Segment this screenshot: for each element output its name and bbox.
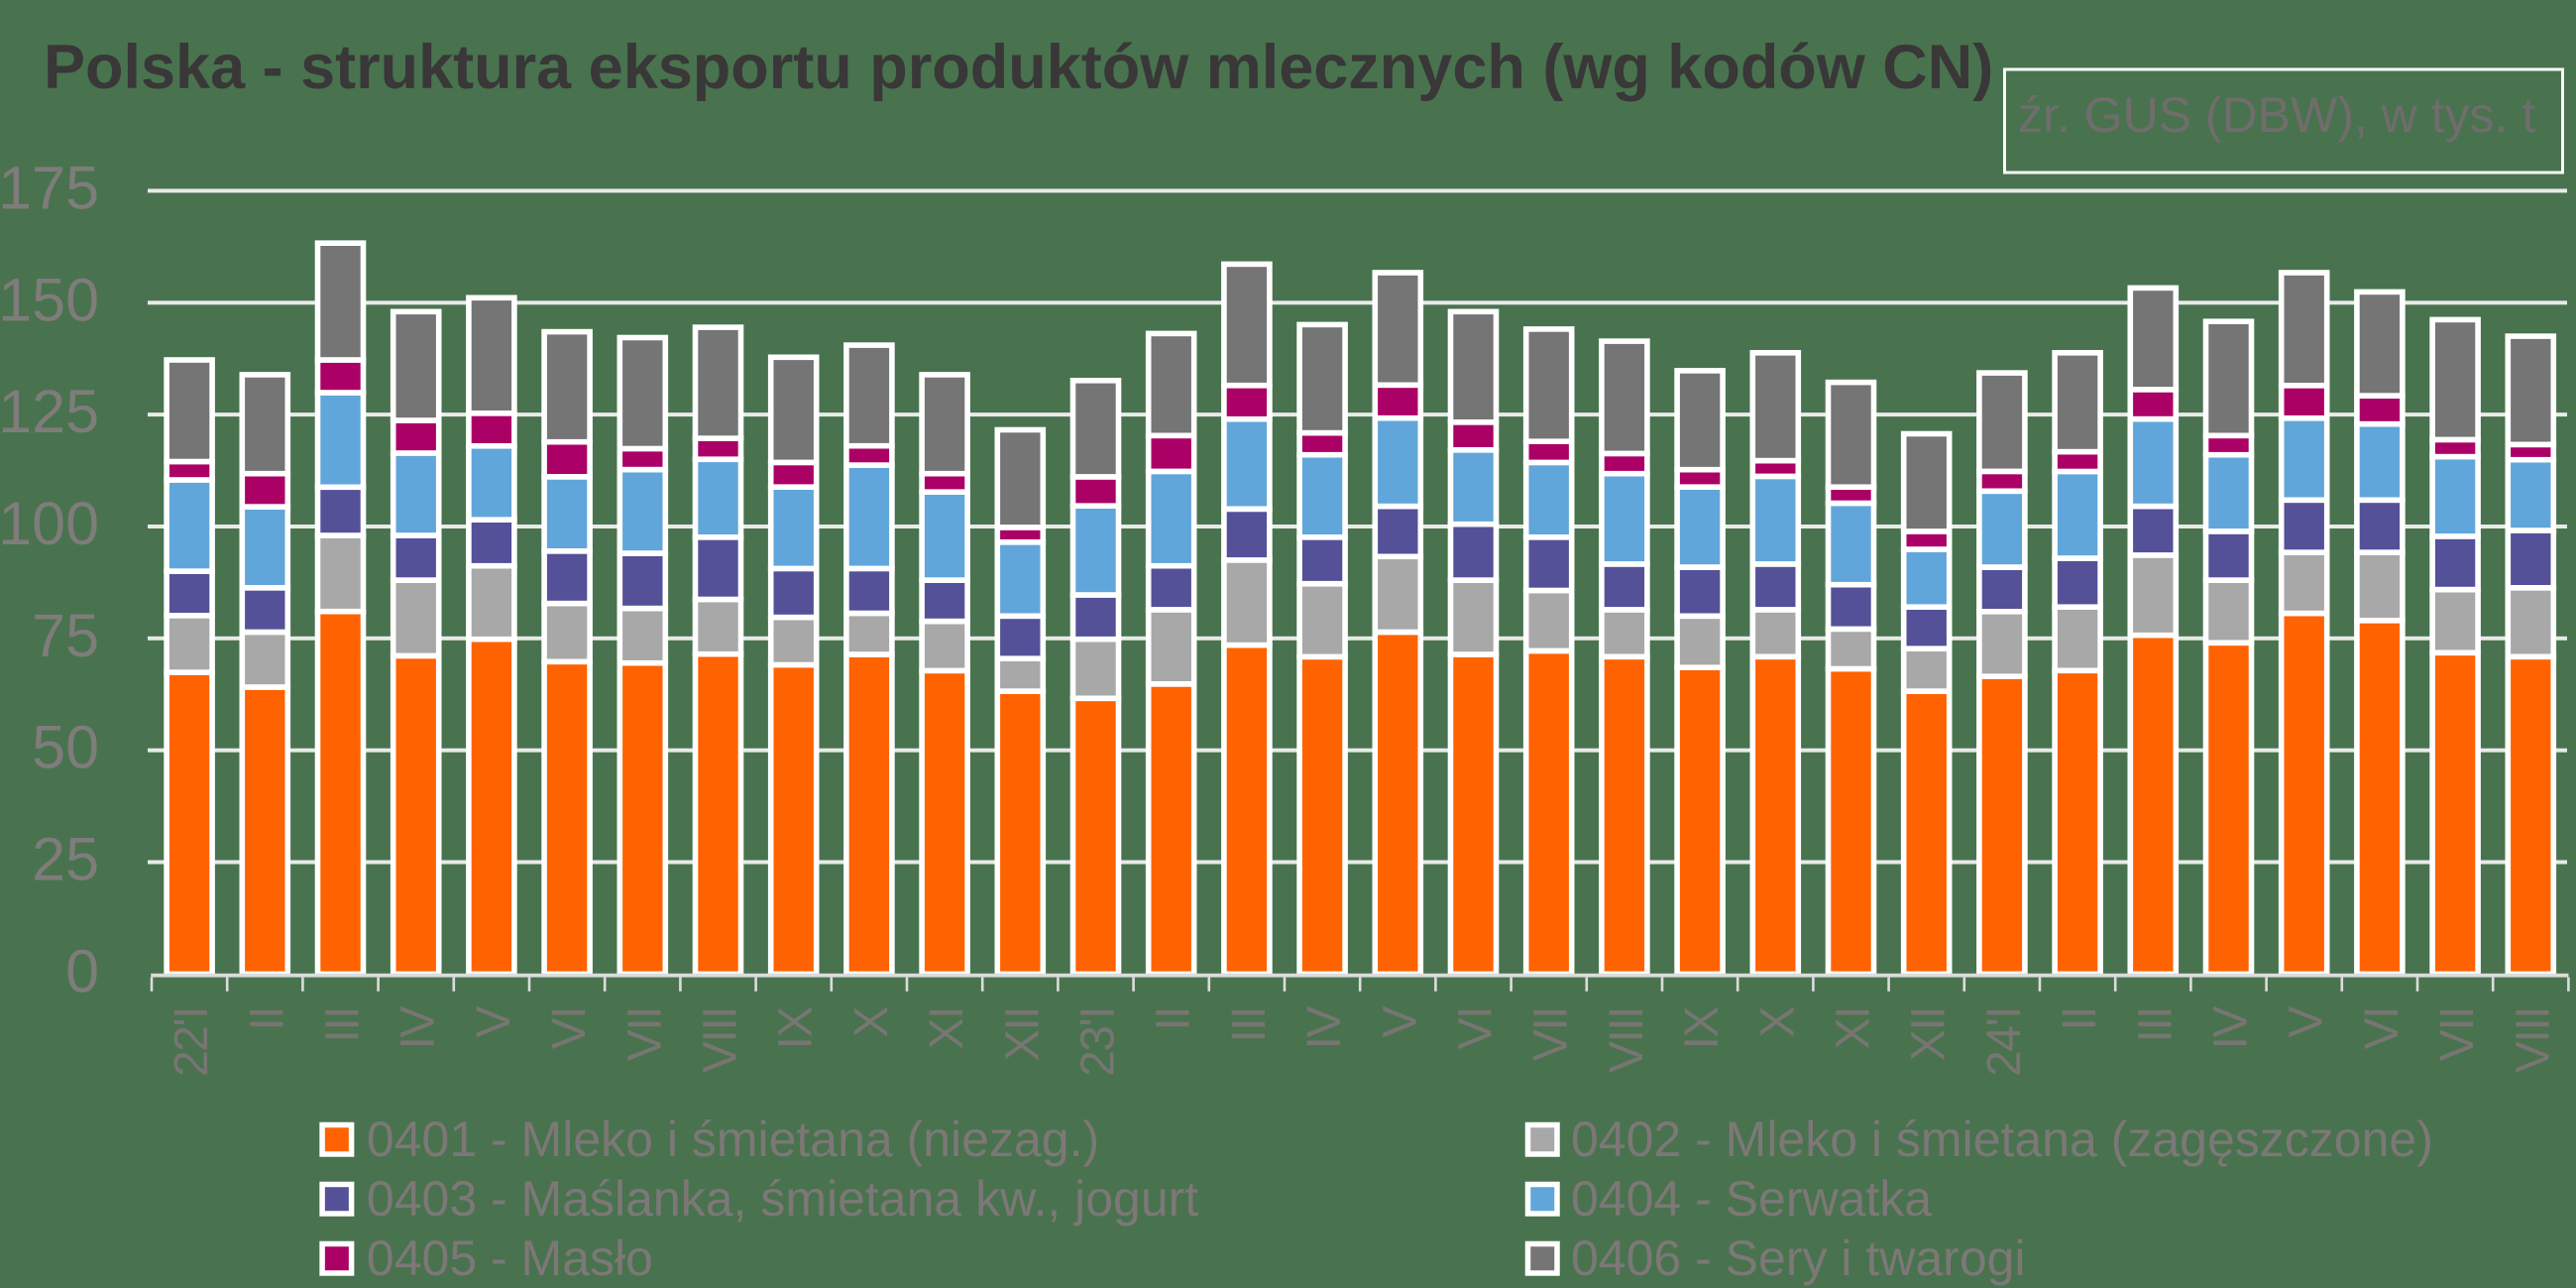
svg-text:XI: XI [921,1007,973,1049]
svg-text:0406 - Sery i twarogi: 0406 - Sery i twarogi [1571,1230,2026,1286]
svg-text:II: II [241,1007,293,1031]
svg-text:XII: XII [996,1007,1049,1061]
svg-text:VI: VI [543,1007,596,1049]
svg-text:0: 0 [65,937,99,1004]
svg-text:100: 100 [0,490,99,557]
svg-text:VIII: VIII [2507,1007,2559,1073]
svg-text:175: 175 [0,154,99,221]
svg-text:VII: VII [1525,1007,1578,1061]
svg-text:źr. GUS (DBW), w tys. t: źr. GUS (DBW), w tys. t [2018,87,2535,143]
svg-text:0402 - Mleko i śmietana (zagęs: 0402 - Mleko i śmietana (zagęszczone) [1571,1112,2433,1167]
svg-text:150: 150 [0,266,99,333]
svg-text:V: V [2281,1006,2333,1038]
svg-text:VIII: VIII [1601,1007,1653,1073]
svg-text:23'I: 23'I [1072,1007,1125,1077]
svg-text:0404 - Serwatka: 0404 - Serwatka [1571,1171,1932,1227]
svg-text:X: X [1751,1006,1804,1038]
svg-text:II: II [1148,1007,1200,1031]
svg-text:IV: IV [392,1006,445,1050]
svg-text:VII: VII [2431,1007,2484,1061]
svg-text:III: III [2129,1007,2182,1043]
svg-text:VII: VII [618,1007,671,1061]
svg-text:V: V [468,1006,520,1038]
svg-text:II: II [2054,1007,2106,1031]
svg-text:0403 - Maślanka, śmietana kw.,: 0403 - Maślanka, śmietana kw., jogurt [367,1171,1198,1227]
svg-text:125: 125 [0,378,99,445]
svg-text:0405 - Masło: 0405 - Masło [367,1230,653,1286]
svg-text:IX: IX [1676,1006,1729,1050]
svg-text:IV: IV [1298,1006,1351,1050]
svg-text:50: 50 [32,714,99,781]
svg-text:VI: VI [2356,1007,2408,1049]
svg-text:Polska - struktura eksportu pr: Polska - struktura eksportu produktów ml… [44,33,1993,102]
svg-text:X: X [845,1006,898,1038]
svg-text:V: V [1374,1006,1426,1038]
svg-text:0401 - Mleko i śmietana (nieza: 0401 - Mleko i śmietana (niezag.) [367,1112,1099,1167]
svg-text:75: 75 [32,602,99,669]
svg-text:22'I: 22'I [166,1007,218,1077]
svg-text:VI: VI [1450,1007,1503,1049]
svg-text:IX: IX [770,1006,823,1050]
svg-text:XII: XII [1903,1007,1956,1061]
svg-text:III: III [1223,1007,1276,1043]
svg-text:XI: XI [1828,1007,1880,1049]
svg-text:25: 25 [32,826,99,893]
svg-text:IV: IV [2205,1006,2258,1050]
svg-text:III: III [317,1007,370,1043]
svg-text:VIII: VIII [695,1007,747,1073]
svg-text:24'I: 24'I [1978,1007,2031,1077]
